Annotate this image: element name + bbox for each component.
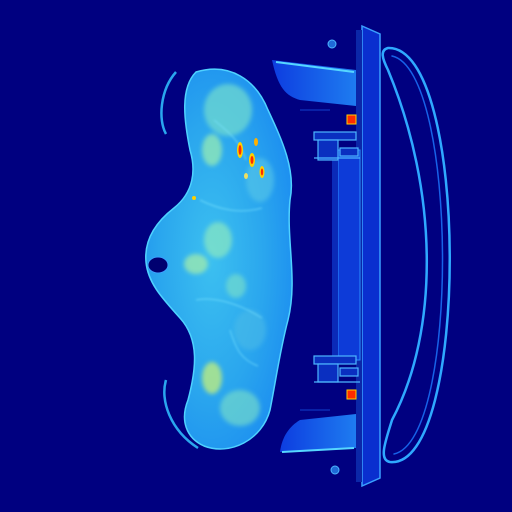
rails (300, 109, 330, 411)
air-pocket (147, 256, 169, 274)
internal-structures (184, 84, 274, 426)
outer-shell (381, 46, 451, 464)
bracket-bottom (313, 355, 360, 383)
couch-panel (332, 24, 381, 488)
marker-bottom (330, 465, 340, 475)
bracket-top (313, 131, 360, 161)
fiducial-top (346, 114, 357, 125)
hot-spots (192, 138, 265, 200)
marker-top (327, 39, 337, 49)
pad-bottom (280, 414, 356, 453)
fiducial-bottom (346, 389, 357, 400)
tissue-detail (195, 119, 263, 367)
left-arcs (160, 71, 199, 450)
pad-top (272, 60, 356, 106)
